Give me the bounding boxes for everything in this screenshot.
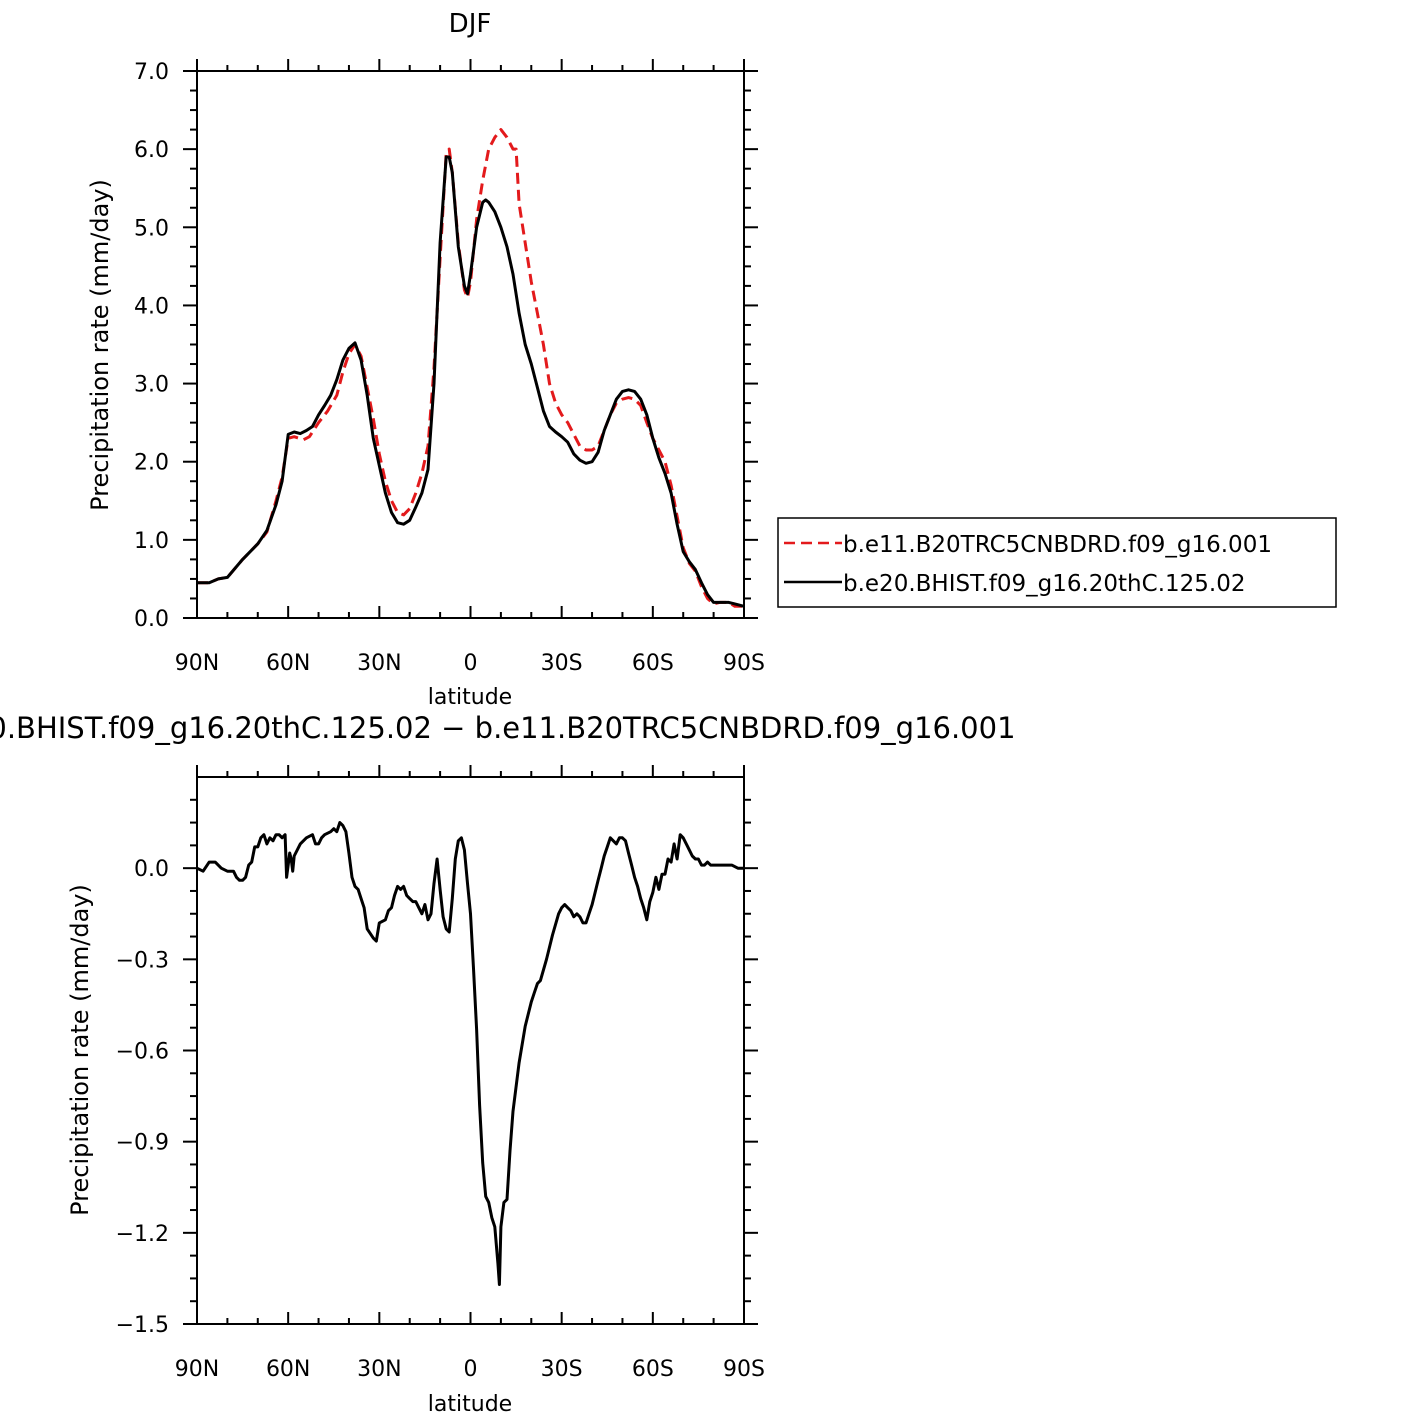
- top-plot-frame: [196, 70, 745, 619]
- bottom-x-tick-label: 90S: [723, 1357, 765, 1382]
- bottom-y-tick-label: −0.3: [116, 948, 169, 973]
- top-series-line-1: [197, 128, 744, 608]
- top-y-tick-label: 1.0: [134, 529, 169, 554]
- top-series-group: [197, 128, 745, 608]
- top-x-tick-label: 60S: [632, 651, 674, 676]
- bottom-x-axis-label: latitude: [428, 1392, 512, 1417]
- legend-label-series-1: b.e11.B20TRC5CNBDRD.f09_g16.001: [843, 532, 1272, 558]
- bottom-y-tick-label: −1.2: [116, 1222, 169, 1247]
- bottom-series-line-1: [196, 821, 744, 1286]
- top-y-axis-label: Precipitation rate (mm/day): [86, 179, 114, 511]
- legend: b.e11.B20TRC5CNBDRD.f09_g16.001 b.e20.BH…: [777, 517, 1337, 608]
- bottom-x-tick-label: 90N: [175, 1357, 219, 1382]
- bottom-plot-frame: [196, 776, 745, 1325]
- bottom-panel: b.e20.BHIST.f09_g16.20thC.125.02 − b.e11…: [0, 711, 1016, 1417]
- bottom-x-tick-label: 30S: [541, 1357, 583, 1382]
- top-y-tick-label: 2.0: [134, 451, 169, 476]
- bottom-x-tick-label: 60S: [632, 1357, 674, 1382]
- bottom-y-tick-label: −1.5: [116, 1313, 169, 1338]
- top-panel: DJF latitude Precipitation rate (mm/day)…: [86, 9, 765, 710]
- top-axis-ticks: 90N 60N 30N 0 30S 60S 90S 0.0 1.0 2.0 3.0 4.0 5.0 6.0…: [134, 59, 765, 676]
- top-series-line-2: [197, 155, 745, 608]
- top-x-tick-label: 0: [464, 651, 478, 676]
- bottom-x-tick-label: 60N: [266, 1357, 310, 1382]
- bottom-series-group: [196, 821, 744, 1286]
- top-x-tick-label: 60N: [266, 651, 310, 676]
- top-x-tick-label: 90N: [175, 651, 219, 676]
- top-y-tick-label: 0.0: [134, 607, 169, 632]
- legend-box: [777, 517, 1337, 608]
- bottom-axis-ticks: 90N 60N 30N 0 30S 60S 90S 0.0 −0.3 −0.6 −0.9 −1.2 −1…: [116, 765, 765, 1382]
- top-y-tick-label: 6.0: [134, 138, 169, 163]
- top-x-tick-label: 30S: [541, 651, 583, 676]
- top-y-tick-label: 4.0: [134, 294, 169, 319]
- bottom-y-tick-label: 0.0: [134, 857, 169, 882]
- top-chart-title: DJF: [449, 9, 492, 39]
- top-y-tick-label: 7.0: [134, 60, 169, 85]
- top-y-tick-label: 3.0: [134, 373, 169, 398]
- bottom-y-tick-label: −0.6: [116, 1040, 169, 1065]
- top-x-tick-label: 90S: [723, 651, 765, 676]
- top-x-axis-label: latitude: [428, 685, 512, 710]
- bottom-y-axis-label: Precipitation rate (mm/day): [66, 884, 94, 1216]
- bottom-y-tick-label: −0.9: [116, 1131, 169, 1156]
- bottom-x-tick-label: 30N: [357, 1357, 401, 1382]
- top-x-tick-label: 30N: [357, 651, 401, 676]
- bottom-x-tick-label: 0: [464, 1357, 478, 1382]
- legend-label-series-2: b.e20.BHIST.f09_g16.20thC.125.02: [843, 571, 1245, 597]
- bottom-chart-title: b.e20.BHIST.f09_g16.20thC.125.02 − b.e11…: [0, 711, 1016, 745]
- top-y-tick-label: 5.0: [134, 216, 169, 241]
